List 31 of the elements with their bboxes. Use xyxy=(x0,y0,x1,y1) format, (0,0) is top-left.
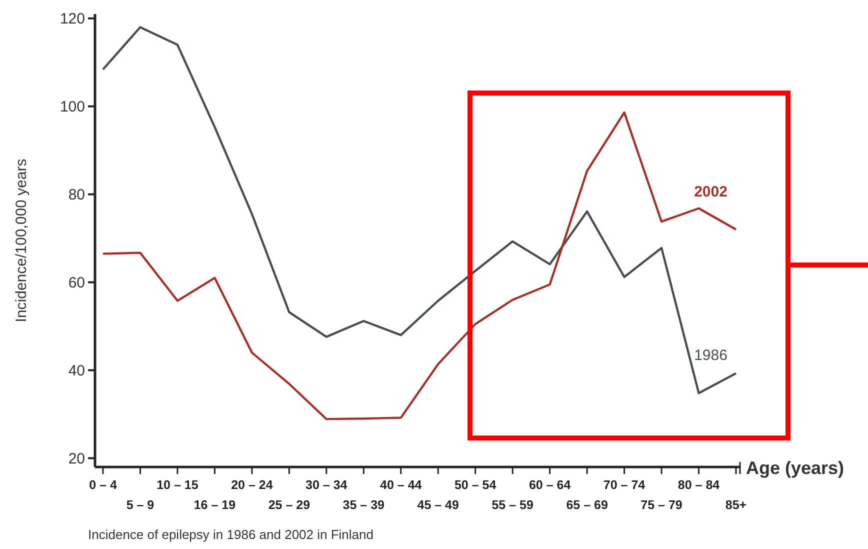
x-tick-label: 5 – 9 xyxy=(126,498,154,512)
x-tick-label: 16 – 19 xyxy=(194,498,236,512)
y-tick-label: 40 xyxy=(68,362,85,380)
x-tick-label: 25 – 29 xyxy=(268,498,310,512)
x-tick-label: 35 – 39 xyxy=(342,498,385,512)
y-tick-label: 60 xyxy=(68,274,85,292)
x-tick-label: 80 – 84 xyxy=(678,478,720,492)
series-label: 1986 xyxy=(694,347,728,364)
x-tick-label: 30 – 34 xyxy=(306,478,348,492)
x-tick-label: 50 – 54 xyxy=(454,478,496,492)
x-tick-label: 10 – 15 xyxy=(156,478,198,492)
x-tick-label: 40 – 44 xyxy=(380,478,422,492)
x-tick-label: 45 – 49 xyxy=(417,498,460,512)
x-tick-label: 0 – 4 xyxy=(89,478,117,492)
x-tick-label: 65 – 69 xyxy=(566,498,608,512)
y-tick-label: 100 xyxy=(60,98,85,116)
text: Incidence of epilepsy in 1986 and 2002 in Finland xyxy=(88,527,374,542)
x-tick-label: 55 – 59 xyxy=(492,498,534,512)
x-tick-label: 75 – 79 xyxy=(640,498,682,512)
line-series xyxy=(102,26,738,394)
x-tick-label: 70 – 74 xyxy=(603,478,646,492)
y-tick-label: 20 xyxy=(68,450,85,468)
series-label: 2002 xyxy=(694,183,728,200)
y-tick-label: 120 xyxy=(60,10,85,28)
x-tick-label: 20 – 24 xyxy=(231,478,273,492)
y-axis-title: Incidence/100,000 years xyxy=(13,158,30,322)
y-tick-label: 80 xyxy=(68,186,85,204)
line-series xyxy=(102,111,738,420)
x-tick-label: 85+ xyxy=(725,498,747,512)
x-axis-title: Age (years) xyxy=(746,458,844,478)
x-tick-label: 60 – 64 xyxy=(528,478,571,492)
